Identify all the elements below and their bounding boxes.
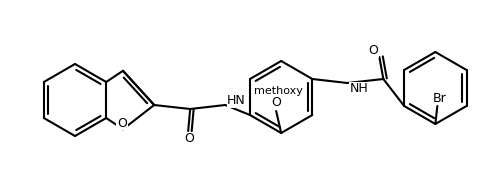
Text: O: O (184, 132, 194, 146)
Text: O: O (368, 45, 378, 57)
Text: NH: NH (349, 83, 368, 95)
Text: methoxy: methoxy (253, 86, 302, 96)
Text: O: O (117, 117, 127, 130)
Text: HN: HN (227, 94, 246, 108)
Text: Br: Br (433, 92, 446, 104)
Text: O: O (271, 95, 281, 108)
